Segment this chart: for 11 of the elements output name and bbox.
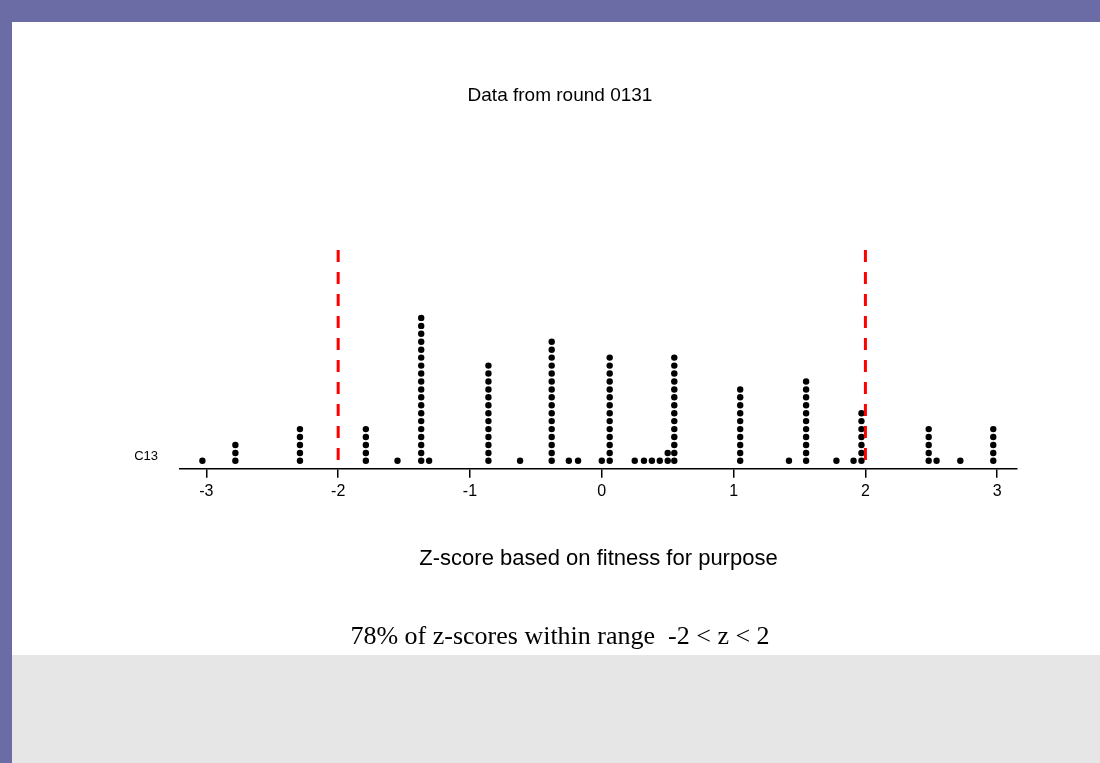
text: 78% of z-scores within range -2 < z < 2	[350, 621, 770, 650]
chart-title: Data from round 0131	[467, 84, 653, 105]
x-tick-label: 2	[860, 481, 870, 499]
x-tick-label: 0	[597, 481, 607, 499]
x-tick-label: -3	[199, 481, 214, 499]
x-tick-label: 3	[992, 481, 1002, 499]
x-tick-label: -2	[331, 481, 346, 499]
x-axis-title: Z-score based on fitness for purpose	[419, 545, 778, 570]
x-tick-label: 1	[729, 481, 739, 499]
x-tick-label: -1	[462, 481, 478, 499]
y-axis-title: C13	[134, 448, 158, 464]
